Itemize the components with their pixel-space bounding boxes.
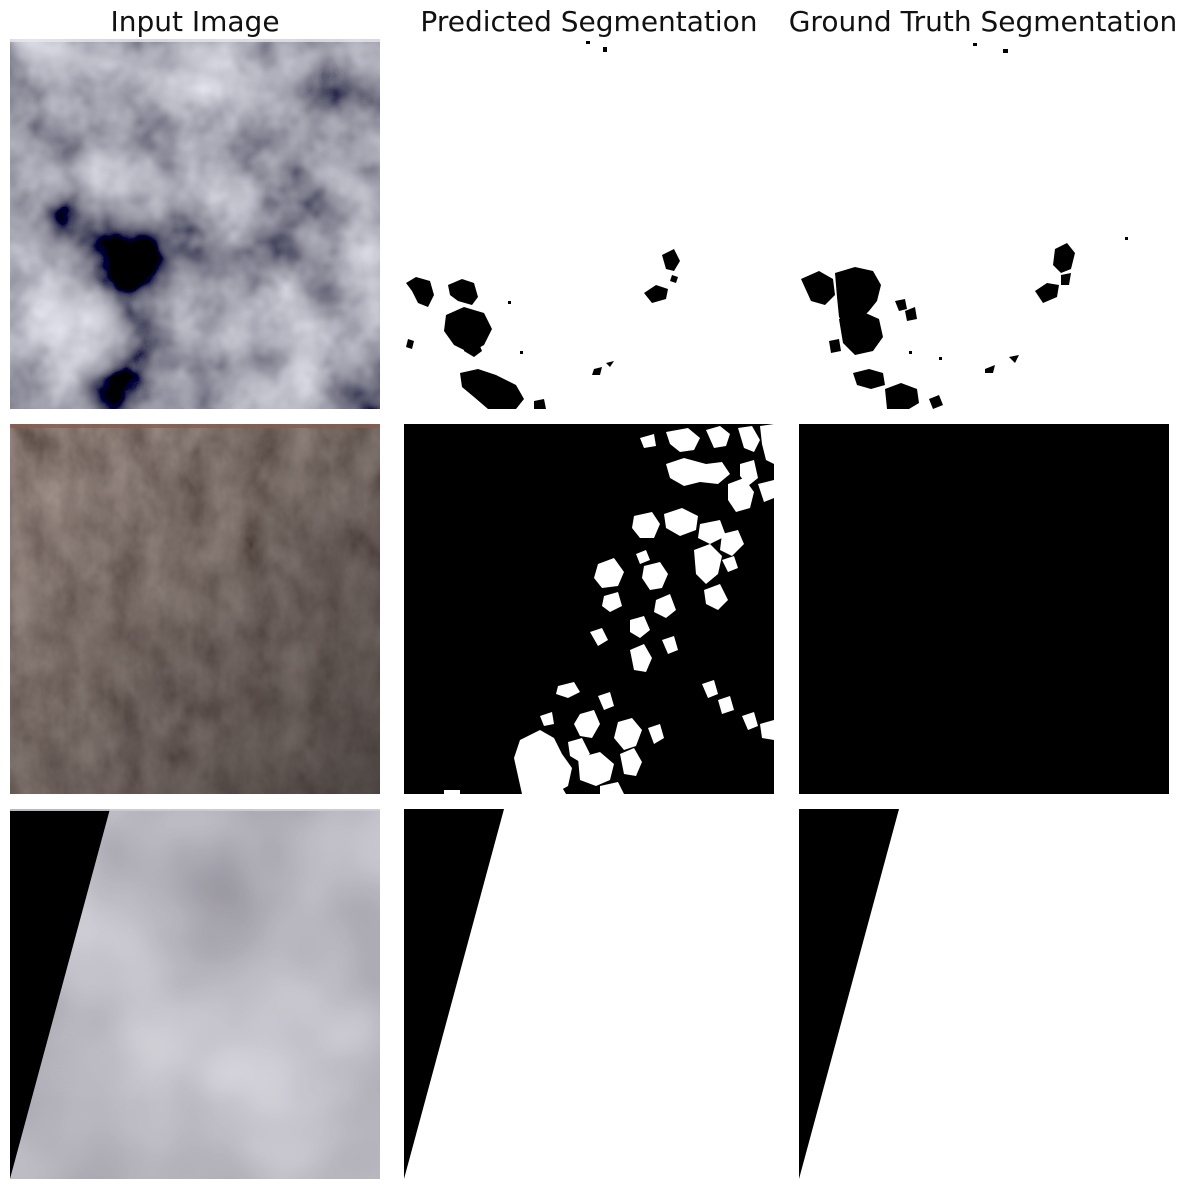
row1-predicted-mask <box>404 39 774 409</box>
row2-input-image <box>10 424 380 794</box>
row2-ground-truth-mask <box>799 424 1169 794</box>
column-title-input: Input Image <box>110 5 280 38</box>
row3-predicted-mask <box>404 809 774 1179</box>
row2-predicted-mask <box>404 424 774 794</box>
row1-input-image <box>10 39 380 409</box>
row3-ground-truth-mask <box>799 809 1169 1179</box>
column-title-predicted: Predicted Segmentation <box>420 5 758 38</box>
row3-input-image <box>10 809 380 1179</box>
column-title-ground-truth: Ground Truth Segmentation <box>788 5 1178 38</box>
row1-ground-truth-mask <box>799 39 1169 409</box>
